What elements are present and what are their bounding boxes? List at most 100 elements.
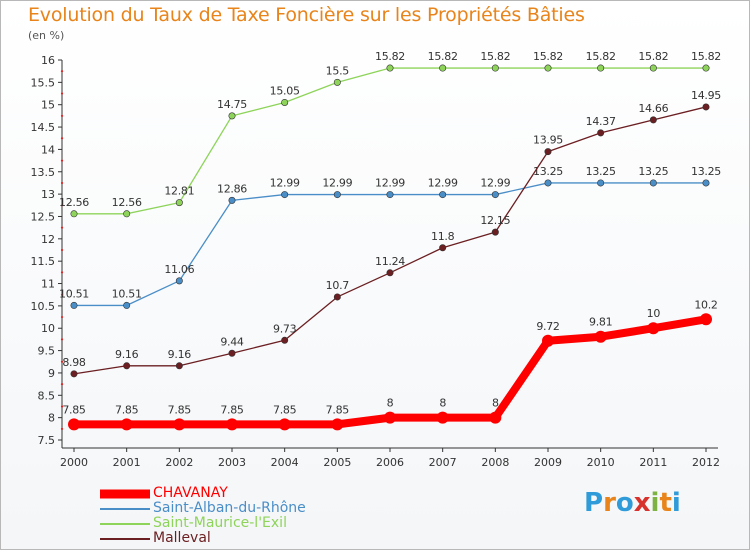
data-label: 15.82 (480, 50, 510, 63)
y-minor-tick (60, 92, 64, 95)
data-label: 15.5 (326, 64, 350, 77)
data-point (68, 418, 80, 431)
data-point (597, 129, 605, 137)
data-label: 8.98 (62, 356, 86, 369)
data-label: 15.05 (270, 84, 300, 97)
data-label: 9.81 (589, 316, 612, 329)
logo-letter: i (671, 488, 681, 518)
data-label: 7.85 (273, 403, 297, 416)
x-tick-label: 2011 (639, 456, 667, 469)
data-label: 14.66 (638, 102, 668, 115)
legend-label: Saint-Maurice-l'Exil (153, 515, 287, 531)
y-minor-tick (60, 204, 64, 207)
data-label: 12.56 (59, 196, 89, 209)
y-tick-label: 14.5 (31, 121, 56, 134)
data-point (597, 179, 605, 187)
data-label: 15.82 (586, 50, 616, 63)
data-point (439, 191, 447, 199)
data-label: 12.99 (375, 177, 405, 190)
y-minor-tick (60, 226, 64, 229)
x-tick-label: 2000 (60, 456, 88, 469)
data-point (120, 418, 133, 431)
data-point (173, 418, 186, 431)
data-point (123, 362, 131, 370)
y-tick-label: 16 (41, 54, 55, 67)
data-label: 12.56 (112, 196, 142, 209)
data-label: 9.16 (168, 348, 192, 361)
y-tick-label: 10 (41, 322, 55, 335)
y-unit-label: (en %) (28, 29, 65, 42)
y-minor-tick (60, 427, 64, 430)
data-label: 13.25 (691, 165, 721, 178)
data-label: 13.25 (638, 165, 668, 178)
y-tick-label: 12.5 (31, 210, 56, 223)
y-minor-tick (60, 248, 64, 252)
legend-label: CHAVANAY (153, 485, 228, 501)
data-point (331, 418, 344, 431)
y-minor-tick (60, 405, 64, 408)
data-label: 10 (647, 307, 661, 320)
legend-swatch (100, 522, 150, 525)
data-label: 15.82 (691, 50, 721, 63)
data-label: 14.75 (217, 98, 247, 111)
y-minor-tick (60, 271, 64, 274)
data-point (702, 179, 710, 187)
data-point (491, 64, 499, 72)
chart-title: Evolution du Taux de Taxe Foncière sur l… (28, 4, 585, 26)
data-label: 11.8 (431, 230, 455, 243)
legend-label: Saint-Alban-du-Rhône (153, 500, 306, 516)
data-label: 15.82 (428, 50, 458, 63)
data-point (542, 334, 554, 347)
data-point (597, 64, 605, 72)
y-tick-label: 8.5 (38, 389, 56, 402)
x-tick-label: 2009 (534, 456, 562, 469)
data-label: 9.73 (273, 322, 297, 335)
data-point (281, 98, 289, 106)
data-point (491, 228, 499, 236)
y-tick-label: 9 (48, 367, 55, 380)
data-point (649, 179, 657, 187)
data-point (439, 244, 447, 252)
y-minor-tick (60, 360, 64, 363)
data-point (544, 148, 552, 156)
data-label: 10.7 (326, 279, 350, 292)
data-point (228, 112, 236, 120)
x-tick-label: 2012 (692, 456, 720, 469)
data-label: 15.82 (375, 50, 405, 63)
y-tick-label: 15.5 (31, 76, 56, 89)
data-label: 7.85 (220, 403, 244, 416)
data-point (281, 191, 289, 199)
data-point (70, 301, 78, 309)
data-point (175, 199, 183, 207)
data-label: 9.44 (220, 335, 244, 348)
legend-swatch (100, 489, 150, 498)
data-point (439, 64, 447, 72)
y-minor-tick (60, 315, 64, 319)
data-label: 13.25 (533, 165, 563, 178)
y-tick-label: 8 (48, 412, 55, 425)
y-tick-label: 10.5 (31, 300, 56, 313)
data-label: 14.37 (586, 115, 616, 128)
data-label: 8 (439, 397, 446, 410)
data-point (175, 277, 183, 285)
x-tick-label: 2007 (429, 456, 457, 469)
y-tick-label: 12 (41, 233, 55, 246)
data-label: 12.99 (480, 177, 510, 190)
data-point (386, 269, 394, 277)
data-point (544, 179, 552, 187)
data-point (702, 64, 710, 72)
data-point (70, 210, 78, 218)
data-label: 10.51 (59, 287, 89, 300)
y-tick-label: 13.5 (31, 166, 56, 179)
data-label: 9.16 (115, 348, 139, 361)
legend-swatch (100, 507, 150, 510)
y-minor-tick (60, 159, 64, 162)
y-minor-tick (60, 293, 64, 296)
legend-item: Malleval (100, 530, 360, 546)
data-label: 9.72 (536, 320, 559, 333)
data-label: 7.85 (115, 403, 139, 416)
x-tick-label: 2006 (376, 456, 404, 469)
data-label: 11.24 (375, 255, 405, 268)
y-tick-label: 7.5 (38, 434, 56, 447)
